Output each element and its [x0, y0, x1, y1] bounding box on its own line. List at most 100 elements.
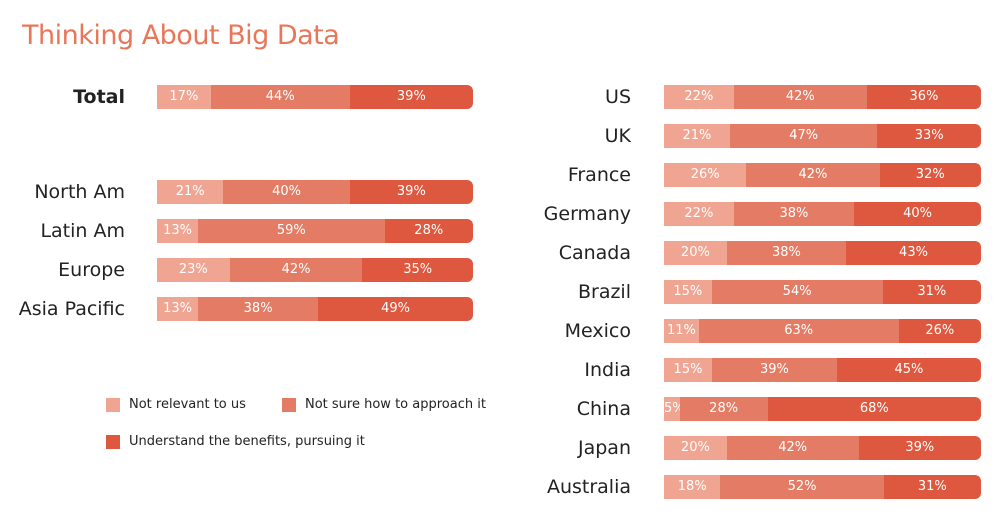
legend-item-not-relevant: Not relevant to us: [106, 397, 246, 412]
seg-understand: 39%: [349, 85, 473, 109]
seg-not-sure: 52%: [720, 475, 884, 499]
seg-understand: 31%: [882, 280, 981, 304]
seg-not-relevant: 15%: [664, 280, 712, 304]
seg-not-relevant: 21%: [157, 180, 224, 204]
seg-understand: 45%: [836, 358, 981, 382]
row-label: US: [605, 86, 631, 108]
seg-not-sure: 38%: [733, 202, 855, 226]
bar-row-uk: UK 21% 47% 33%: [0, 124, 1000, 148]
stacked-bar: 11% 63% 26%: [664, 319, 981, 343]
seg-not-sure: 28%: [679, 397, 768, 421]
seg-not-relevant: 18%: [664, 475, 721, 499]
bar-row-north-am: North Am 21% 40% 39%: [0, 180, 1000, 204]
chart-title: Thinking About Big Data: [22, 20, 340, 51]
seg-not-relevant: 20%: [664, 241, 727, 265]
bar-row-germany: Germany 22% 38% 40%: [0, 202, 1000, 226]
seg-not-sure: 42%: [746, 163, 880, 187]
seg-not-sure: 59%: [198, 219, 385, 243]
legend-item-not-sure: Not sure how to approach it: [282, 397, 486, 412]
seg-understand: 39%: [349, 180, 473, 204]
seg-not-relevant: 21%: [664, 124, 730, 148]
legend-swatch: [106, 397, 120, 412]
seg-understand: 40%: [854, 202, 981, 226]
stacked-bar: 21% 47% 33%: [664, 124, 981, 148]
bar-row-china: China 5%28%68%: [0, 397, 1000, 421]
row-label: Mexico: [564, 320, 631, 342]
seg-not-relevant: 26%: [664, 163, 747, 187]
seg-understand: 39%: [858, 436, 981, 460]
seg-not-relevant: 23%: [157, 258, 230, 282]
seg-understand: 28%: [384, 219, 473, 243]
stacked-bar: 23% 42% 35%: [157, 258, 473, 282]
seg-not-relevant: 13%: [157, 297, 199, 321]
stacked-bar: 17% 44% 39%: [157, 85, 473, 109]
row-label: North Am: [34, 181, 125, 203]
seg-understand: 35%: [362, 258, 473, 282]
legend-label: Understand the benefits, pursuing it: [129, 434, 365, 449]
bar-row-us: US 22% 42% 36%: [0, 85, 1000, 109]
seg-not-relevant: 15%: [664, 358, 713, 382]
bar-row-asia-pacific: Asia Pacific 13% 38% 49%: [0, 297, 1000, 321]
seg-not-sure: 38%: [726, 241, 847, 265]
bar-row-europe: Europe 23% 42% 35%: [0, 258, 1000, 282]
seg-not-sure: 47%: [729, 124, 878, 148]
seg-not-sure: 39%: [712, 358, 837, 382]
row-label: Japan: [578, 437, 631, 459]
bar-row-india: India 15% 39% 45%: [0, 358, 1000, 382]
row-label: Total: [73, 86, 125, 108]
seg-not-sure: 40%: [223, 180, 350, 204]
legend-swatch: [282, 397, 296, 412]
row-label: Brazil: [577, 281, 631, 303]
stacked-bar: 18% 52% 31%: [664, 475, 981, 499]
stacked-bar: 13% 59% 28%: [157, 219, 473, 243]
seg-understand: 26%: [898, 319, 981, 343]
seg-not-sure: 63%: [698, 319, 899, 343]
bar-row-mexico: Mexico 11% 63% 26%: [0, 319, 1000, 343]
row-label: Germany: [543, 203, 631, 225]
bar-row-latin-am: Latin Am 13% 59% 28%: [0, 219, 1000, 243]
row-label: Asia Pacific: [18, 298, 125, 320]
seg-understand: 32%: [879, 163, 981, 187]
seg-understand: 31%: [883, 475, 981, 499]
stacked-bar: 22% 38% 40%: [664, 202, 981, 226]
stacked-bar: 5%28%68%: [664, 397, 981, 421]
stacked-bar: 15% 39% 45%: [664, 358, 981, 382]
seg-not-relevant: 22%: [664, 202, 734, 226]
seg-not-sure: 54%: [711, 280, 883, 304]
row-label: Australia: [546, 476, 631, 498]
bar-row-japan: Japan 20% 42% 39%: [0, 436, 1000, 460]
row-label: Europe: [58, 259, 125, 281]
seg-not-relevant: 13%: [157, 219, 199, 243]
stacked-bar: 20% 42% 39%: [664, 436, 981, 460]
bar-row-total: Total 17% 44% 39%: [0, 85, 1000, 109]
legend-label: Not sure how to approach it: [305, 397, 486, 412]
seg-not-sure: 42%: [733, 85, 867, 109]
row-label: UK: [604, 125, 631, 147]
seg-understand: 36%: [866, 85, 981, 109]
bar-row-brazil: Brazil 15% 54% 31%: [0, 280, 1000, 304]
stacked-bar: 20% 38% 43%: [664, 241, 981, 265]
seg-not-relevant: 22%: [664, 85, 734, 109]
row-label: India: [584, 359, 631, 381]
bar-row-canada: Canada 20% 38% 43%: [0, 241, 1000, 265]
row-label: France: [567, 164, 631, 186]
row-label: Latin Am: [40, 220, 125, 242]
seg-not-relevant: 11%: [664, 319, 699, 343]
seg-not-relevant: 5%: [664, 397, 680, 421]
stacked-bar: 26% 42% 32%: [664, 163, 981, 187]
seg-not-sure: 44%: [210, 85, 350, 109]
stacked-bar: 21% 40% 39%: [157, 180, 473, 204]
legend-label: Not relevant to us: [129, 397, 246, 412]
seg-not-sure: 38%: [198, 297, 319, 321]
seg-not-relevant: 20%: [664, 436, 727, 460]
seg-understand: 68%: [767, 397, 981, 421]
bar-row-australia: Australia 18% 52% 31%: [0, 475, 1000, 499]
seg-not-relevant: 17%: [157, 85, 211, 109]
legend-item-understand: Understand the benefits, pursuing it: [106, 434, 365, 449]
stacked-bar: 13% 38% 49%: [157, 297, 473, 321]
seg-understand: 33%: [877, 124, 981, 148]
seg-understand: 43%: [846, 241, 981, 265]
bar-row-france: France 26% 42% 32%: [0, 163, 1000, 187]
stacked-bar: 15% 54% 31%: [664, 280, 981, 304]
seg-not-sure: 42%: [229, 258, 363, 282]
